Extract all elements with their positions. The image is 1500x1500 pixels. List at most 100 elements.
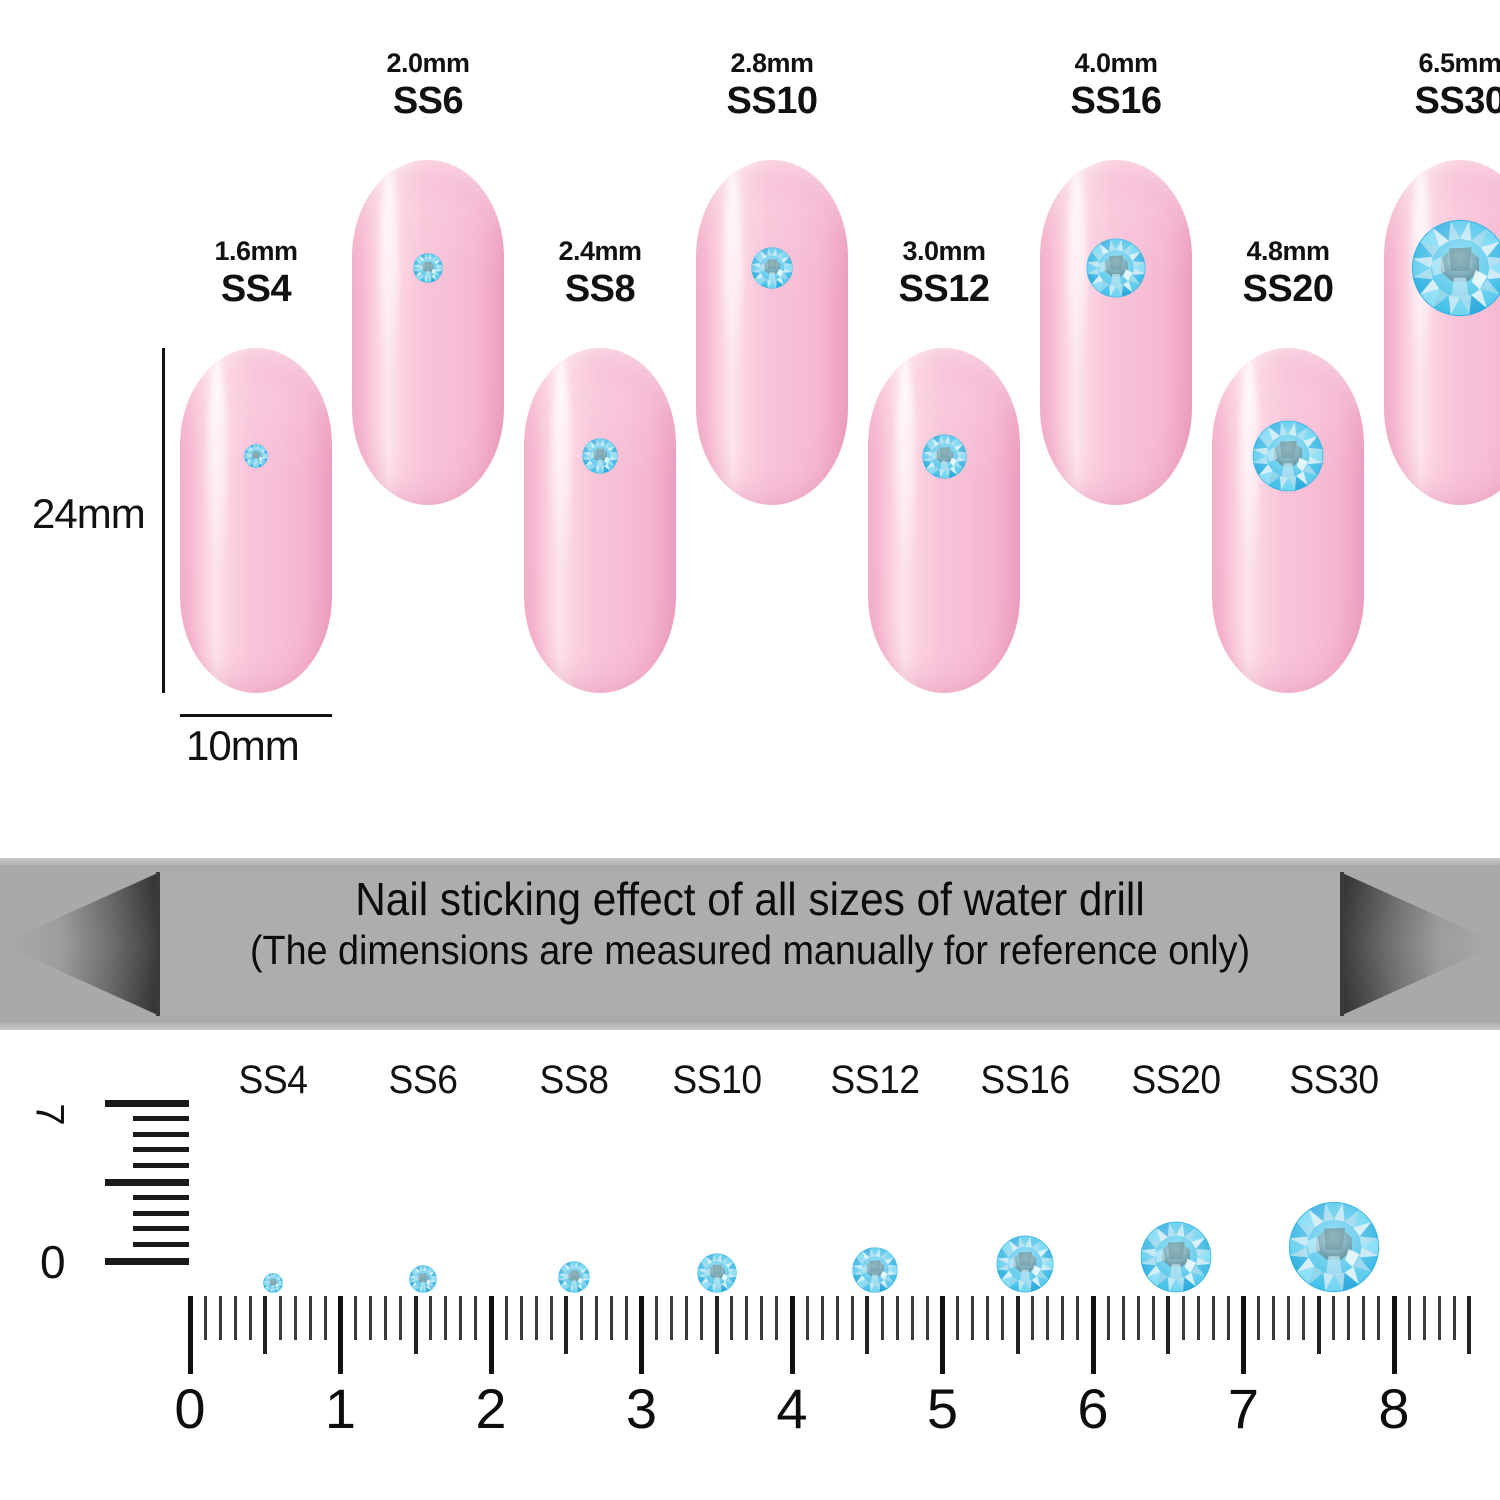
vertical-scale-tick bbox=[133, 1226, 189, 1232]
ruler-label-ss10: SS10 bbox=[672, 1058, 762, 1102]
gem-ss10 bbox=[751, 247, 793, 289]
width-dimension-line bbox=[180, 714, 332, 717]
ruler-minor-tick bbox=[835, 1296, 839, 1340]
ruler-minor-tick bbox=[474, 1296, 478, 1340]
ruler-half-tick bbox=[1316, 1296, 1321, 1354]
vertical-scale-tick bbox=[133, 1147, 189, 1153]
nail-label-ss4: 1.6mm SS4 bbox=[156, 236, 356, 309]
ruler-major-tick bbox=[1090, 1296, 1096, 1374]
ruler-minor-tick bbox=[971, 1296, 975, 1340]
ruler-number-5: 5 bbox=[926, 1377, 959, 1440]
banner-subtitle: (The dimensions are measured manually fo… bbox=[249, 926, 1251, 973]
ruler-minor-tick bbox=[218, 1296, 222, 1340]
nail-ss-label: SS10 bbox=[726, 80, 818, 122]
ruler-half-tick bbox=[1467, 1296, 1472, 1354]
nail-ss6 bbox=[352, 160, 504, 505]
nail-ss16 bbox=[1040, 160, 1192, 505]
ruler-gem-ss4 bbox=[262, 1273, 283, 1293]
ruler-minor-tick bbox=[549, 1296, 553, 1340]
nail-mm-label: 2.4mm bbox=[558, 236, 642, 266]
ruler-minor-tick bbox=[910, 1296, 914, 1340]
ruler-minor-tick bbox=[354, 1296, 358, 1340]
ruler-half-tick bbox=[1166, 1296, 1171, 1354]
vertical-scale-tick bbox=[105, 1100, 189, 1107]
ruler-minor-tick bbox=[1302, 1296, 1306, 1340]
ruler-minor-tick bbox=[534, 1296, 538, 1340]
ruler-gem-ss12 bbox=[852, 1247, 898, 1293]
ruler-label-ss12: SS12 bbox=[830, 1058, 920, 1102]
ruler-minor-tick bbox=[956, 1296, 960, 1340]
nail-mm-label: 2.8mm bbox=[730, 48, 814, 78]
vertical-scale-tick bbox=[133, 1210, 189, 1216]
nail-size-chart: 24mm 10mm 1.6mm SS4 2.0mm SS6 bbox=[0, 0, 1500, 858]
ruler-minor-tick bbox=[1001, 1296, 1005, 1340]
ruler-half-tick bbox=[564, 1296, 569, 1354]
ruler-half-tick bbox=[263, 1296, 268, 1354]
vertical-scale-tick bbox=[105, 1179, 189, 1186]
ruler-minor-tick bbox=[820, 1296, 824, 1340]
ruler-minor-tick bbox=[609, 1296, 613, 1340]
ruler-major-tick bbox=[1241, 1296, 1246, 1374]
ruler-minor-tick bbox=[308, 1296, 312, 1340]
ruler-minor-tick bbox=[1257, 1296, 1261, 1340]
nail-mm-label: 1.6mm bbox=[214, 236, 298, 266]
nail-ss-label: SS12 bbox=[898, 268, 990, 310]
ruler-minor-tick bbox=[1437, 1296, 1441, 1340]
vertical-scale-tick bbox=[133, 1242, 189, 1248]
ruler-number-8: 8 bbox=[1378, 1377, 1410, 1440]
nail-ss-label: SS20 bbox=[1242, 268, 1334, 310]
ruler-minor-tick bbox=[1422, 1296, 1426, 1340]
vertical-scale-tick bbox=[133, 1131, 189, 1137]
ruler-gem-ss8 bbox=[558, 1261, 590, 1293]
ruler-minor-tick bbox=[1377, 1296, 1381, 1340]
banner-title: Nail sticking effect of all sizes of wat… bbox=[355, 873, 1145, 925]
ruler-minor-tick bbox=[459, 1296, 463, 1340]
ruler-minor-tick bbox=[278, 1296, 282, 1340]
ruler-minor-tick bbox=[1347, 1296, 1351, 1340]
nail-mm-label: 3.0mm bbox=[902, 236, 986, 266]
nail-ss20 bbox=[1212, 348, 1364, 693]
ruler-minor-tick bbox=[1046, 1296, 1050, 1340]
ruler-comparison-chart: 7 0 0 1 2 3 4 5 6 7 8 SS4 bbox=[0, 1030, 1500, 1500]
ruler-minor-tick bbox=[1226, 1296, 1230, 1340]
ruler-minor-tick bbox=[399, 1296, 403, 1340]
banner-fold-left bbox=[156, 872, 160, 1016]
ruler-half-tick bbox=[714, 1296, 719, 1354]
ruler-minor-tick bbox=[730, 1296, 734, 1340]
ruler-number-3: 3 bbox=[625, 1377, 658, 1440]
ruler-label-ss4: SS4 bbox=[238, 1058, 308, 1102]
ruler-minor-tick bbox=[293, 1296, 297, 1340]
ruler-label-ss16: SS16 bbox=[980, 1058, 1071, 1102]
gem-ss12 bbox=[921, 433, 967, 479]
ruler-minor-tick bbox=[1136, 1296, 1140, 1340]
gem-ss4 bbox=[244, 444, 268, 468]
ruler-label-ss8: SS8 bbox=[539, 1058, 609, 1102]
ruler-minor-tick bbox=[880, 1296, 884, 1340]
height-dimension-label: 24mm bbox=[32, 490, 146, 537]
gem-ss30 bbox=[1411, 219, 1500, 317]
ruler-number-7: 7 bbox=[1227, 1377, 1260, 1440]
ruler-major-tick bbox=[187, 1296, 193, 1374]
nail-ss4 bbox=[180, 348, 332, 693]
ruler-minor-tick bbox=[775, 1296, 779, 1340]
nail-mm-label: 4.0mm bbox=[1074, 48, 1158, 78]
ruler-minor-tick bbox=[1362, 1296, 1366, 1340]
ruler-minor-tick bbox=[1061, 1296, 1065, 1340]
ruler-minor-tick bbox=[760, 1296, 764, 1340]
ruler-minor-tick bbox=[233, 1296, 237, 1340]
ruler-minor-tick bbox=[700, 1296, 704, 1340]
nail-label-ss12: 3.0mm SS12 bbox=[844, 236, 1044, 310]
ruler-minor-tick bbox=[1181, 1296, 1185, 1340]
nail-mm-label: 4.8mm bbox=[1246, 236, 1330, 266]
gem-ss6 bbox=[413, 253, 443, 283]
nail-label-ss20: 4.8mm SS20 bbox=[1188, 236, 1388, 310]
banner: Nail sticking effect of all sizes of wat… bbox=[0, 858, 1500, 1030]
banner-ribbon bbox=[158, 872, 1342, 1016]
ruler-number-0: 0 bbox=[174, 1377, 206, 1440]
ruler-minor-tick bbox=[670, 1296, 674, 1340]
ruler-minor-tick bbox=[1272, 1296, 1276, 1340]
ruler-label-ss6: SS6 bbox=[388, 1058, 458, 1102]
ruler-minor-tick bbox=[579, 1296, 583, 1340]
gem-ss16 bbox=[1086, 238, 1146, 298]
ruler-half-tick bbox=[413, 1296, 418, 1354]
